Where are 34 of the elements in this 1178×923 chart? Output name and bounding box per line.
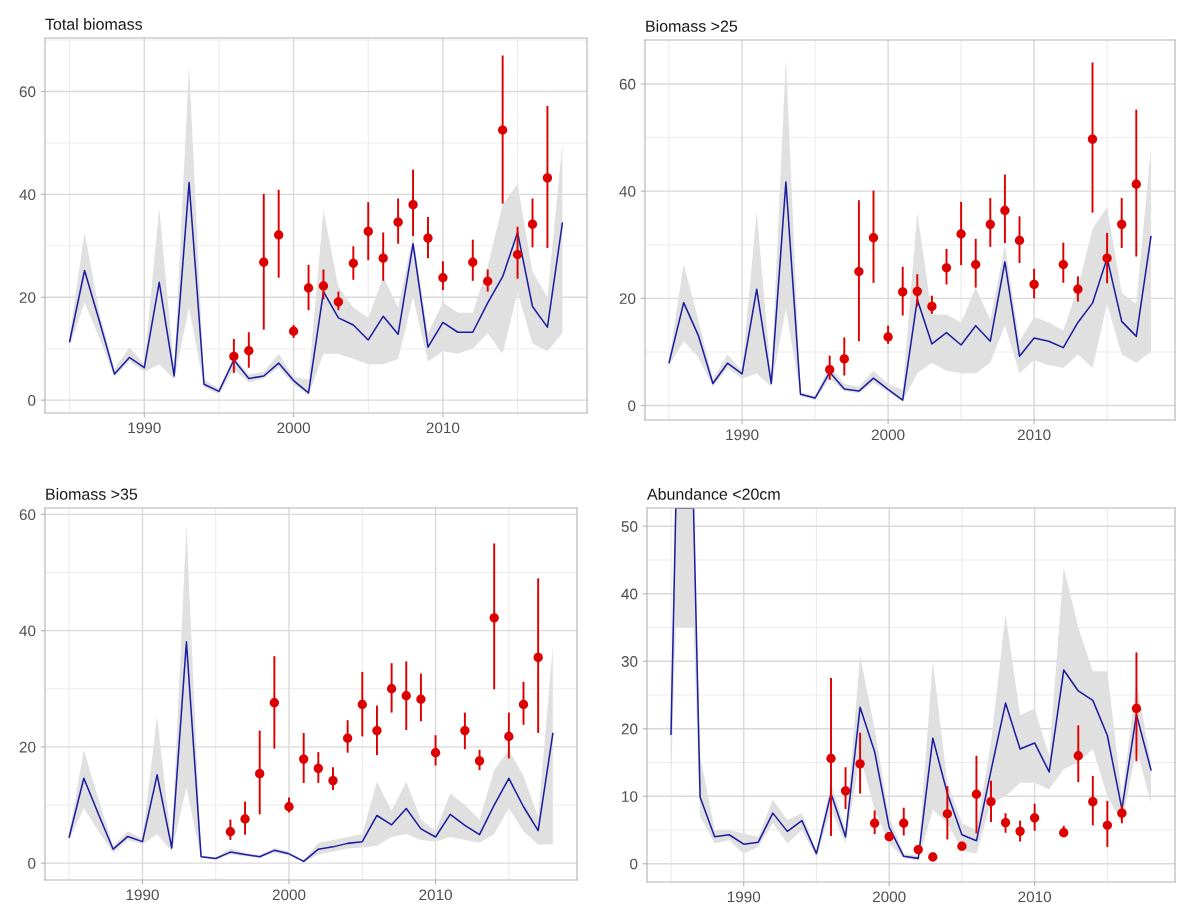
x-tick-label: 2000 <box>272 889 306 901</box>
y-tick-label: 0 <box>628 400 636 412</box>
x-tick-label: 1990 <box>128 422 161 434</box>
y-tick-label: 40 <box>19 625 36 637</box>
y-tick-label: 30 <box>621 656 638 667</box>
x-tick-label: 1990 <box>727 891 761 903</box>
y-tick-label: 20 <box>19 292 36 303</box>
x-tick-label: 1990 <box>726 429 759 441</box>
y-tick-label: 0 <box>28 858 36 869</box>
y-tick-label: 40 <box>619 186 636 197</box>
chart-title: Biomass >35 <box>46 488 138 500</box>
y-tick-label: 40 <box>621 588 638 600</box>
y-tick-label: 10 <box>622 791 638 802</box>
chart-title: Biomass >25 <box>646 20 738 32</box>
y-tick-label: 20 <box>619 293 636 305</box>
chart-title: Total biomass <box>45 18 143 30</box>
y-tick-label: 50 <box>621 521 638 532</box>
y-tick-label: 60 <box>19 509 36 521</box>
y-tick-label: 20 <box>621 723 638 735</box>
y-tick-label: 60 <box>619 78 636 90</box>
y-tick-label: 40 <box>19 189 36 201</box>
y-tick-label: 20 <box>19 741 36 753</box>
y-tick-label: 0 <box>630 858 638 870</box>
x-tick-label: 1990 <box>126 889 159 901</box>
x-tick-label: 2010 <box>1018 891 1052 903</box>
x-tick-label: 2010 <box>426 422 460 434</box>
y-tick-label: 60 <box>19 86 36 98</box>
x-tick-label: 2010 <box>1017 429 1051 441</box>
x-tick-label: 2000 <box>277 422 310 434</box>
x-tick-label: 2000 <box>872 891 906 903</box>
chart-title: Abundance <20cm <box>647 488 780 500</box>
y-tick-label: 0 <box>28 395 36 406</box>
x-tick-label: 2010 <box>419 889 452 901</box>
x-tick-label: 2000 <box>871 429 905 441</box>
